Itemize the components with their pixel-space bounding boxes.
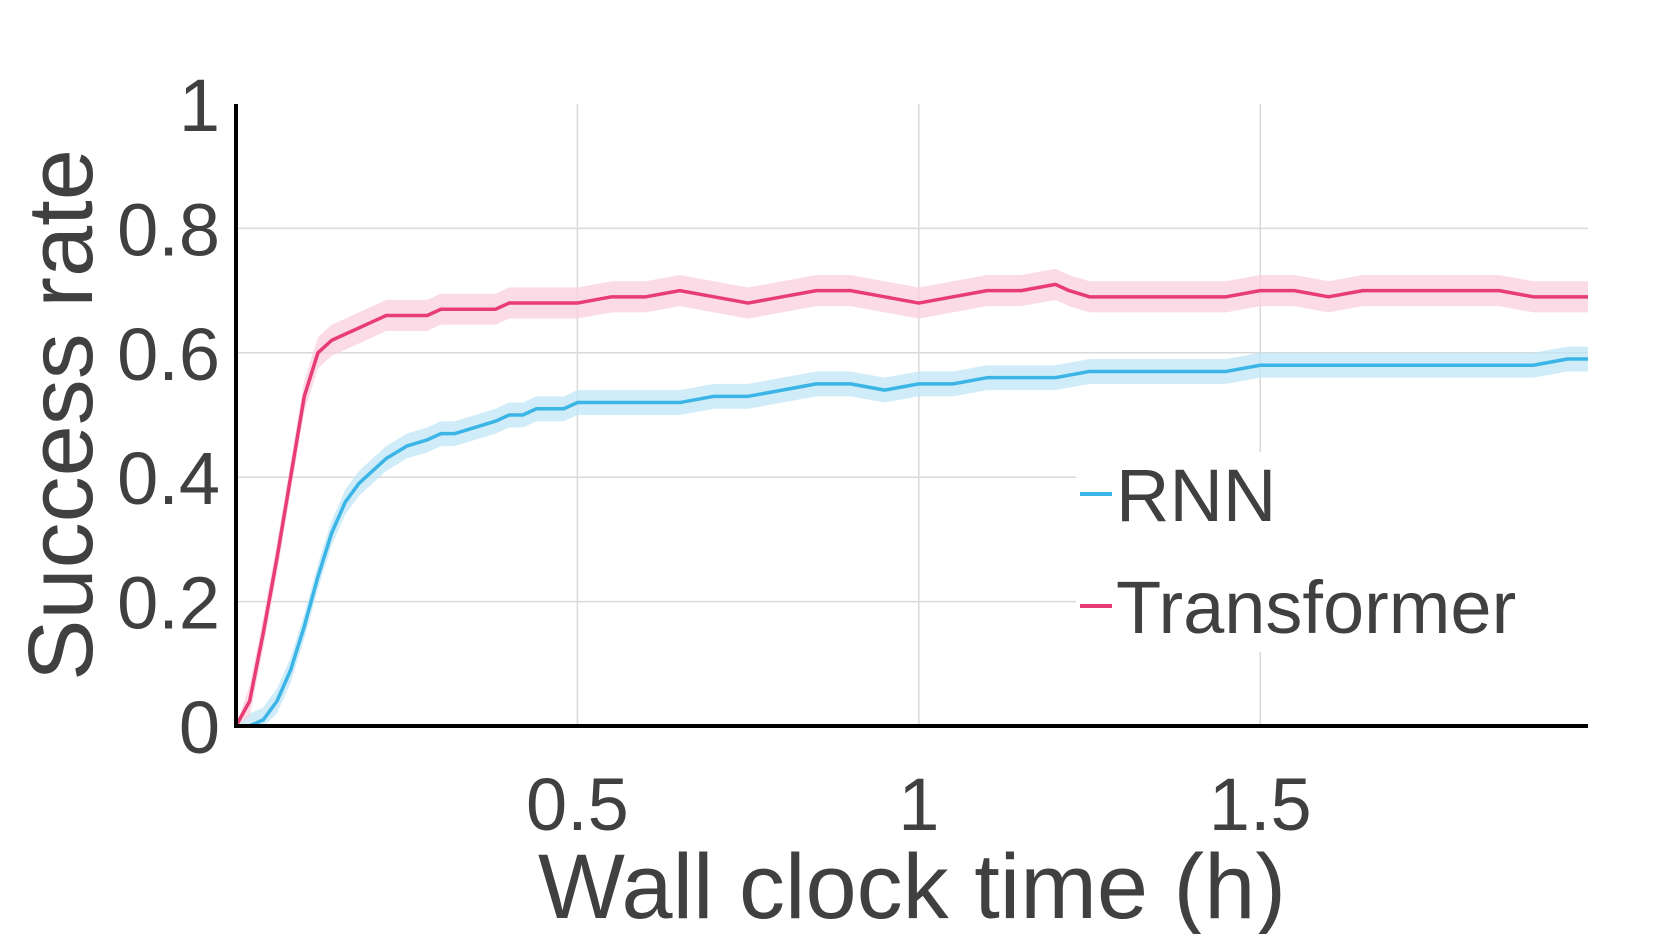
legend-label-transformer: Transformer	[1116, 566, 1516, 649]
y-axis-title: Success rate	[10, 149, 112, 681]
legend: RNN Transformer	[1076, 452, 1588, 652]
y-tick-label-0: 0	[179, 686, 220, 769]
x-tick-labels: 0.5 1 1.5	[526, 763, 1312, 846]
x-tick-label-0: 0.5	[526, 763, 629, 846]
transformer-confidence-band	[236, 268, 1588, 726]
y-tick-label-1: 0.2	[117, 562, 220, 645]
y-tick-label-3: 0.6	[117, 313, 220, 396]
confidence-bands	[236, 268, 1588, 726]
transformer-series-line	[234, 282, 1588, 727]
y-tick-label-4: 0.8	[117, 188, 220, 271]
x-tick-label-1: 1	[898, 763, 939, 846]
y-tick-label-5: 1	[179, 64, 220, 147]
y-tick-label-2: 0.4	[117, 437, 220, 520]
legend-label-rnn: RNN	[1116, 454, 1276, 537]
y-tick-labels: 0 0.2 0.4 0.6 0.8 1	[117, 64, 220, 769]
legend-background	[1076, 452, 1588, 652]
rnn-series-line	[236, 357, 1588, 728]
x-tick-label-2: 1.5	[1209, 763, 1312, 846]
series-lines	[234, 282, 1588, 728]
axes	[234, 104, 1588, 728]
x-axis-title: Wall clock time (h)	[538, 836, 1286, 934]
